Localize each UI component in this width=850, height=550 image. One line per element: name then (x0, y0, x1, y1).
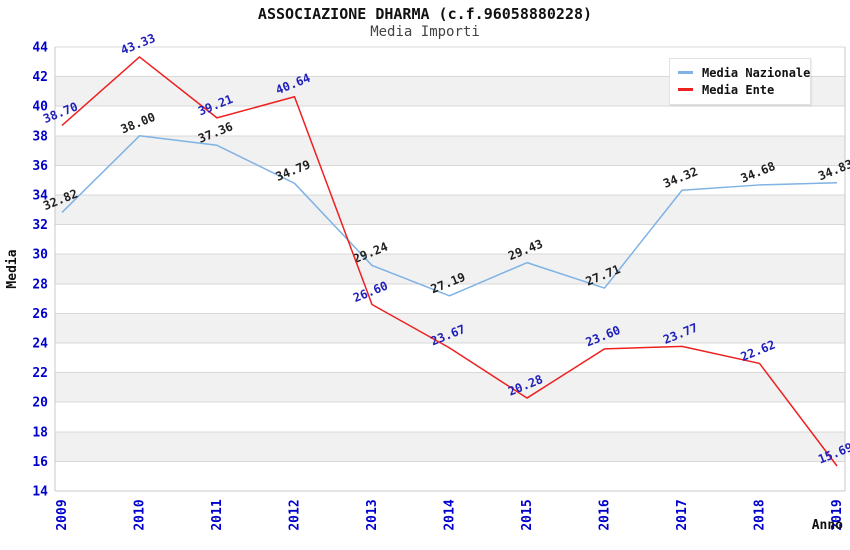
svg-text:18: 18 (32, 425, 48, 440)
svg-text:34: 34 (32, 189, 48, 204)
svg-text:14: 14 (32, 485, 48, 500)
x-axis-ticks: 2009 2010 2011 2012 2013 2014 2015 2016 2017 2018… (55, 499, 845, 530)
svg-text:22: 22 (32, 366, 48, 381)
svg-text:20: 20 (32, 396, 48, 411)
chart-subtitle: Media Importi (370, 24, 480, 40)
legend-label-media-nazionale: Media Nazionale (702, 65, 811, 80)
series-media-ente (61, 56, 838, 467)
y-axis-title: Media (5, 249, 20, 288)
svg-text:2015: 2015 (520, 499, 535, 530)
y-axis-ticks: 14 16 18 20 22 24 26 28 30 32 34 36 38 40 42 44 (32, 41, 48, 500)
svg-text:16: 16 (32, 455, 48, 470)
series-line-media-nazionale (61, 135, 838, 297)
axis-titles: Media Anno (5, 249, 843, 533)
legend-swatch-media-nazionale (678, 71, 693, 74)
legend-label-media-ente: Media Ente (702, 82, 775, 97)
legend-item-media-ente: Media Ente (678, 81, 802, 98)
svg-text:24: 24 (32, 337, 48, 352)
svg-text:2011: 2011 (210, 499, 225, 530)
svg-text:2014: 2014 (443, 499, 458, 530)
svg-text:2009: 2009 (55, 499, 70, 530)
x-axis-title: Anno (812, 518, 843, 533)
plot-bands (55, 47, 845, 491)
series-line-media-ente (61, 56, 838, 467)
legend-swatch-media-ente (678, 88, 693, 91)
plot-border (54, 47, 846, 492)
legend-item-media-nazionale: Media Nazionale (678, 64, 810, 81)
svg-text:28: 28 (32, 277, 48, 292)
svg-text:2012: 2012 (288, 499, 303, 530)
svg-text:42: 42 (32, 70, 48, 85)
svg-text:2013: 2013 (365, 499, 380, 530)
svg-text:2017: 2017 (675, 499, 690, 530)
series-media-nazionale (61, 135, 838, 297)
gridlines (55, 46, 845, 492)
chart-title: ASSOCIAZIONE DHARMA (c.f.96058880228) (257, 5, 593, 23)
svg-text:2016: 2016 (598, 499, 613, 530)
legend: Media Nazionale Media Ente (669, 58, 811, 105)
svg-text:40: 40 (32, 100, 48, 115)
svg-text:2019: 2019 (830, 499, 845, 530)
svg-text:32: 32 (32, 218, 48, 233)
svg-text:38: 38 (32, 129, 48, 144)
svg-text:36: 36 (32, 159, 48, 174)
svg-text:44: 44 (32, 41, 48, 56)
svg-text:26: 26 (32, 307, 48, 322)
svg-text:2010: 2010 (133, 499, 148, 530)
svg-text:30: 30 (32, 248, 48, 263)
svg-text:2018: 2018 (753, 499, 768, 530)
